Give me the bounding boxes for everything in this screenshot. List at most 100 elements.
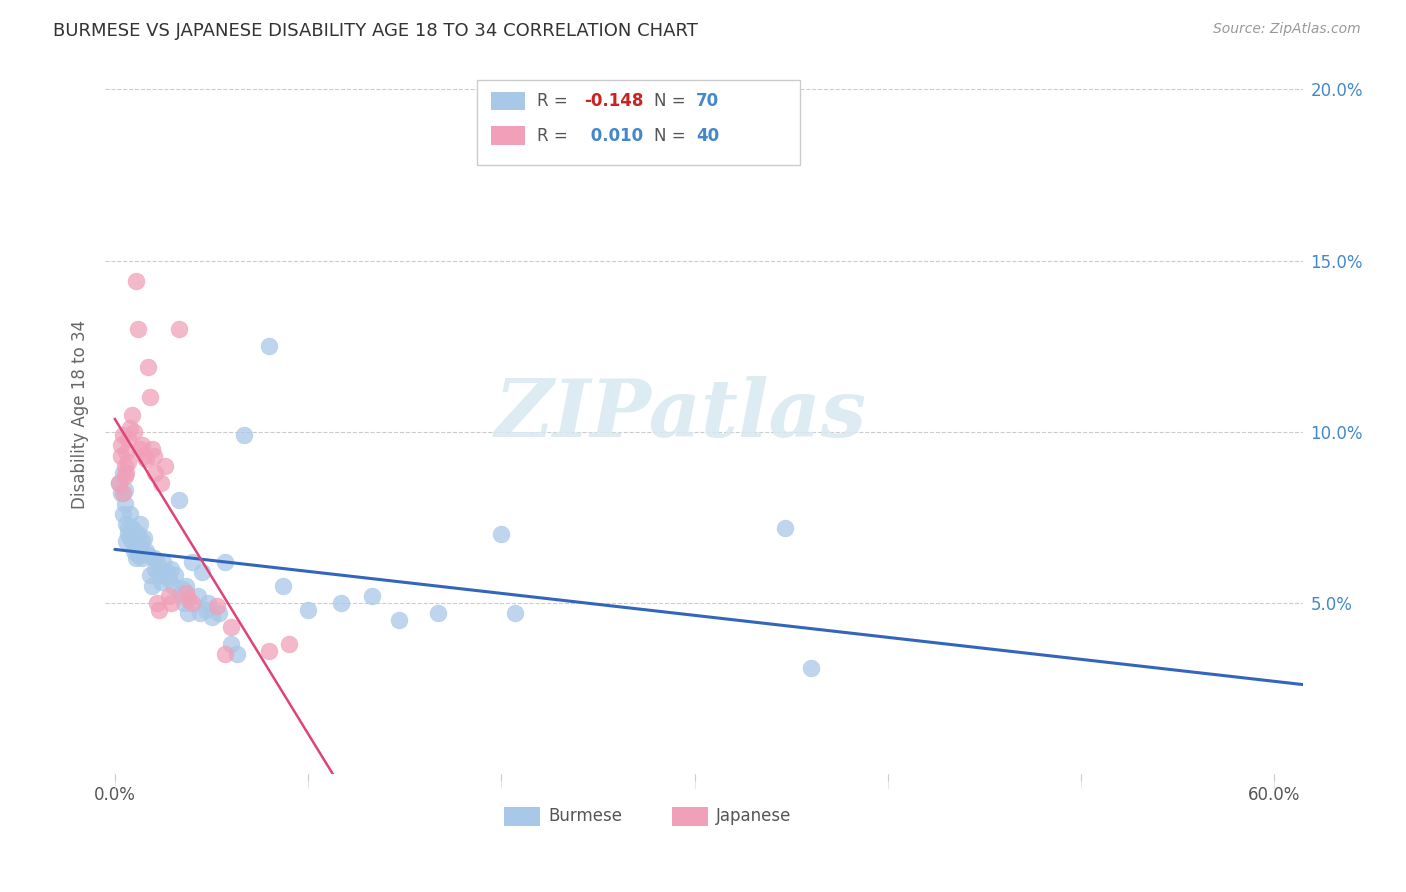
Text: Burmese: Burmese: [548, 807, 623, 825]
Point: [208, 606, 231, 620]
Text: BURMESE VS JAPANESE DISABILITY AGE 18 TO 34 CORRELATION CHART: BURMESE VS JAPANESE DISABILITY AGE 18 TO…: [53, 22, 699, 40]
Point: [153, 458, 176, 473]
Point: [157, 589, 180, 603]
Bar: [505, 807, 540, 826]
Point: [271, 579, 294, 593]
Point: [187, 589, 209, 603]
Point: [120, 421, 142, 435]
Point: [135, 452, 157, 467]
Point: [277, 637, 299, 651]
Point: [131, 534, 153, 549]
Point: [233, 428, 256, 442]
Point: [148, 568, 170, 582]
Point: [142, 449, 165, 463]
Point: [107, 475, 129, 490]
Point: [160, 561, 183, 575]
Text: N =: N =: [654, 127, 690, 145]
Point: [121, 408, 143, 422]
Text: ZIPatlas: ZIPatlas: [495, 376, 866, 453]
Point: [131, 551, 153, 566]
Point: [125, 538, 148, 552]
Text: -0.148: -0.148: [585, 92, 644, 110]
Point: [145, 561, 167, 575]
Point: [188, 606, 211, 620]
Point: [110, 486, 132, 500]
Point: [120, 507, 142, 521]
Point: [115, 466, 138, 480]
Point: [194, 602, 217, 616]
Point: [173, 596, 195, 610]
Point: [177, 606, 200, 620]
Point: [117, 455, 139, 469]
Point: [141, 442, 163, 456]
Point: [163, 568, 186, 582]
Point: [136, 359, 159, 374]
Point: [800, 661, 823, 675]
Point: [162, 579, 184, 593]
Point: [111, 486, 134, 500]
Point: [191, 565, 214, 579]
Point: [114, 483, 136, 497]
Point: [114, 497, 136, 511]
Point: [259, 644, 281, 658]
Bar: [491, 127, 524, 145]
Point: [176, 579, 198, 593]
Point: [132, 531, 155, 545]
Text: 70: 70: [696, 92, 718, 110]
Point: [110, 449, 132, 463]
Point: [122, 425, 145, 439]
Text: Japanese: Japanese: [716, 807, 792, 825]
Point: [181, 596, 204, 610]
Point: [111, 466, 134, 480]
Point: [111, 428, 134, 442]
Point: [136, 548, 159, 562]
Point: [259, 339, 281, 353]
Point: [117, 520, 139, 534]
Point: [176, 585, 198, 599]
Point: [156, 565, 179, 579]
Point: [225, 647, 247, 661]
Point: [172, 582, 194, 596]
Point: [219, 637, 242, 651]
Point: [388, 613, 411, 627]
Point: [117, 432, 139, 446]
Point: [152, 555, 174, 569]
Point: [115, 517, 138, 532]
Point: [503, 606, 526, 620]
Point: [426, 606, 449, 620]
Point: [129, 442, 152, 456]
Text: 40: 40: [696, 127, 718, 145]
Bar: [491, 92, 524, 111]
Point: [135, 544, 157, 558]
Bar: [672, 807, 707, 826]
Text: R =: R =: [537, 92, 572, 110]
Point: [214, 555, 236, 569]
Point: [127, 527, 149, 541]
Point: [122, 524, 145, 538]
Point: [214, 647, 236, 661]
Point: [146, 555, 169, 569]
Point: [107, 475, 129, 490]
Point: [131, 438, 153, 452]
Point: [115, 534, 138, 549]
Point: [297, 602, 319, 616]
Point: [146, 596, 169, 610]
FancyBboxPatch shape: [477, 80, 800, 165]
Point: [177, 592, 200, 607]
Point: [125, 551, 148, 566]
Point: [111, 507, 134, 521]
Point: [120, 531, 142, 545]
Point: [142, 551, 165, 566]
Point: [138, 568, 160, 582]
Point: [129, 541, 152, 555]
Point: [775, 520, 797, 534]
Point: [125, 274, 148, 288]
Point: [167, 493, 190, 508]
Point: [122, 544, 145, 558]
Text: R =: R =: [537, 127, 572, 145]
Point: [150, 475, 173, 490]
Point: [127, 548, 149, 562]
Point: [207, 599, 229, 614]
Point: [219, 620, 242, 634]
Point: [491, 527, 513, 541]
